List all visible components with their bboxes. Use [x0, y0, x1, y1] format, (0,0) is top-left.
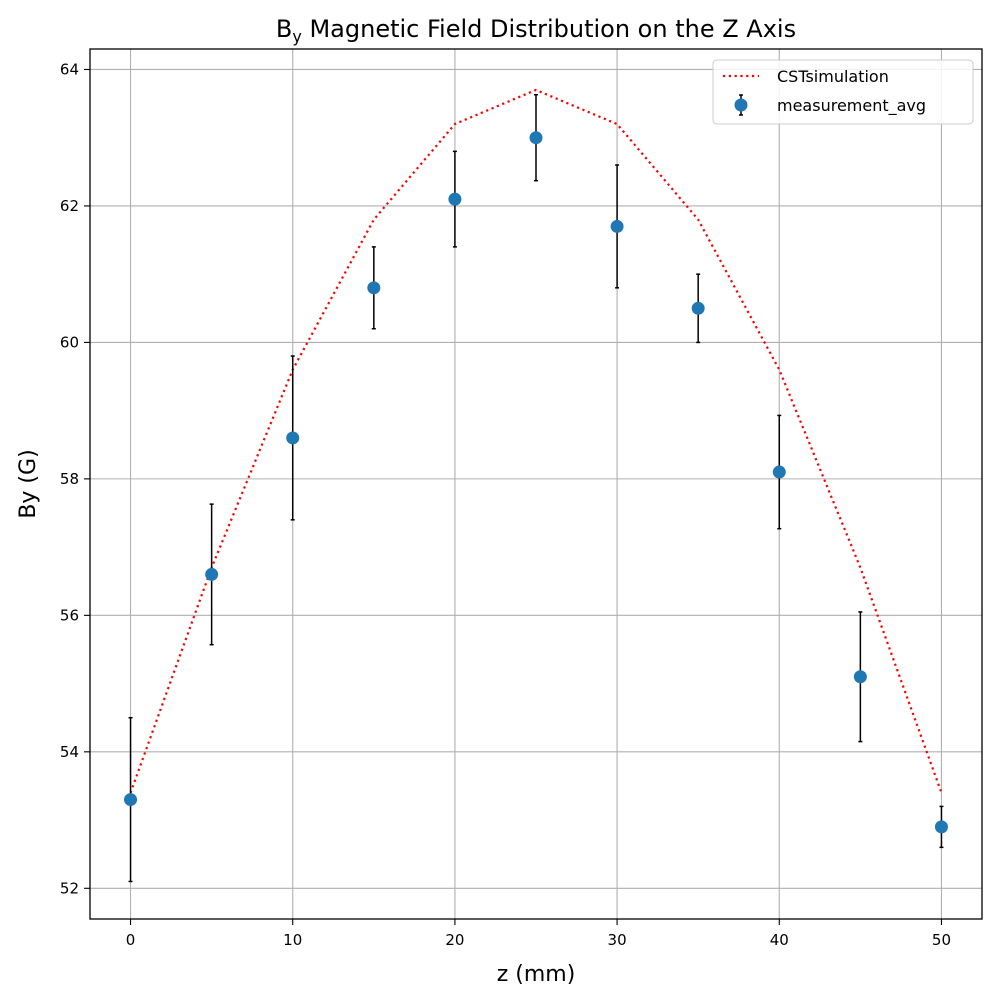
- measurement-marker-1: [205, 567, 219, 581]
- measurement-point-7: [691, 273, 705, 344]
- measurement-marker-8: [772, 465, 786, 479]
- measurement-marker-3: [367, 281, 381, 295]
- measurement-marker-4: [448, 192, 462, 206]
- legend: CSTsimulation measurement_avg: [712, 59, 974, 125]
- x-axis-label: z (mm): [497, 962, 576, 987]
- simulation-series: [129, 88, 943, 794]
- y-tick-label-0: 52: [60, 879, 79, 897]
- y-tick-label-5: 62: [60, 197, 79, 215]
- measurement-point-3: [367, 246, 381, 330]
- measurement-point-0: [124, 716, 138, 883]
- measurement-marker-2: [286, 431, 300, 445]
- measurement-point-4: [448, 150, 462, 248]
- axis-ticks: 0 10 20 30 40 50 52 54 56 58 60 62 64: [60, 60, 951, 949]
- y-tick-label-4: 60: [60, 333, 79, 351]
- y-tick-label-2: 56: [60, 606, 79, 624]
- measurement-marker-6: [610, 219, 624, 233]
- measurement-point-1: [205, 503, 219, 646]
- measurement-marker-10: [934, 820, 948, 834]
- measurement-point-5: [529, 93, 543, 182]
- y-tick-label-3: 58: [60, 470, 79, 488]
- measurement-point-8: [772, 414, 786, 530]
- y-tick-label-1: 54: [60, 743, 79, 761]
- plot-frame: [89, 48, 983, 920]
- measurement-point-2: [286, 355, 300, 521]
- legend-measurement-marker: [734, 98, 748, 112]
- chart-title: By Magnetic Field Distribution on the Z …: [276, 15, 796, 46]
- legend-box: [712, 59, 974, 125]
- y-tick-label-6: 64: [60, 60, 79, 78]
- x-tick-label-4: 40: [770, 931, 789, 949]
- measurement-point-6: [610, 164, 624, 289]
- x-tick-label-1: 10: [283, 931, 302, 949]
- x-tick-label-5: 50: [932, 931, 951, 949]
- simulation-line: [129, 88, 943, 794]
- measurement-series: [124, 93, 948, 883]
- measurement-marker-5: [529, 131, 543, 145]
- measurement-point-9: [853, 611, 867, 743]
- legend-simulation-label: CSTsimulation: [777, 67, 889, 86]
- legend-measurement-label: measurement_avg: [777, 96, 926, 116]
- x-tick-label-0: 0: [126, 931, 136, 949]
- measurement-point-10: [934, 805, 948, 849]
- measurement-marker-0: [124, 793, 138, 807]
- measurement-marker-9: [853, 670, 867, 684]
- x-tick-label-2: 20: [445, 931, 464, 949]
- x-tick-label-3: 30: [608, 931, 627, 949]
- measurement-marker-7: [691, 301, 705, 315]
- y-axis-label: By (G): [16, 449, 41, 518]
